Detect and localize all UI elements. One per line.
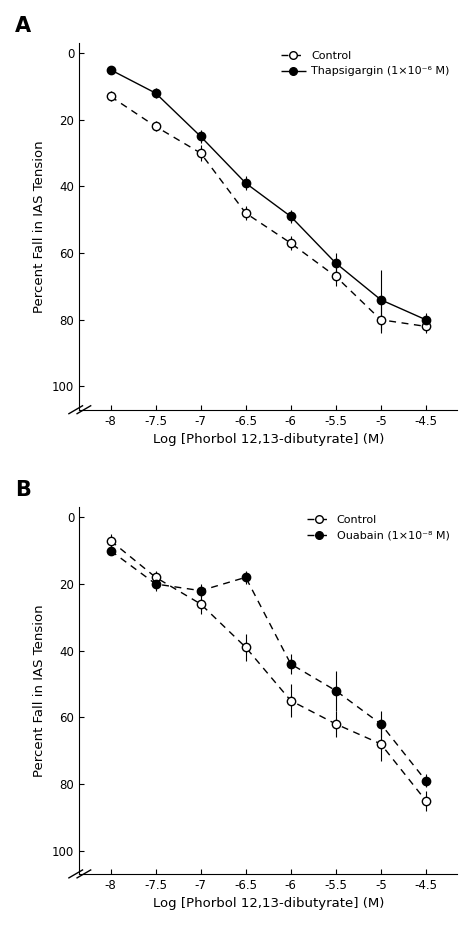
Legend: Control, Ouabain (1×10⁻⁸ M): Control, Ouabain (1×10⁻⁸ M): [304, 513, 452, 543]
Legend: Control, Thapsigargin (1×10⁻⁶ M): Control, Thapsigargin (1×10⁻⁶ M): [279, 49, 452, 79]
X-axis label: Log [Phorbol 12,13-dibutyrate] (M): Log [Phorbol 12,13-dibutyrate] (M): [153, 897, 384, 910]
Y-axis label: Percent Fall in IAS Tension: Percent Fall in IAS Tension: [34, 140, 46, 312]
Text: A: A: [15, 16, 31, 36]
X-axis label: Log [Phorbol 12,13-dibutyrate] (M): Log [Phorbol 12,13-dibutyrate] (M): [153, 433, 384, 446]
Y-axis label: Percent Fall in IAS Tension: Percent Fall in IAS Tension: [34, 604, 46, 777]
Text: B: B: [15, 480, 31, 500]
